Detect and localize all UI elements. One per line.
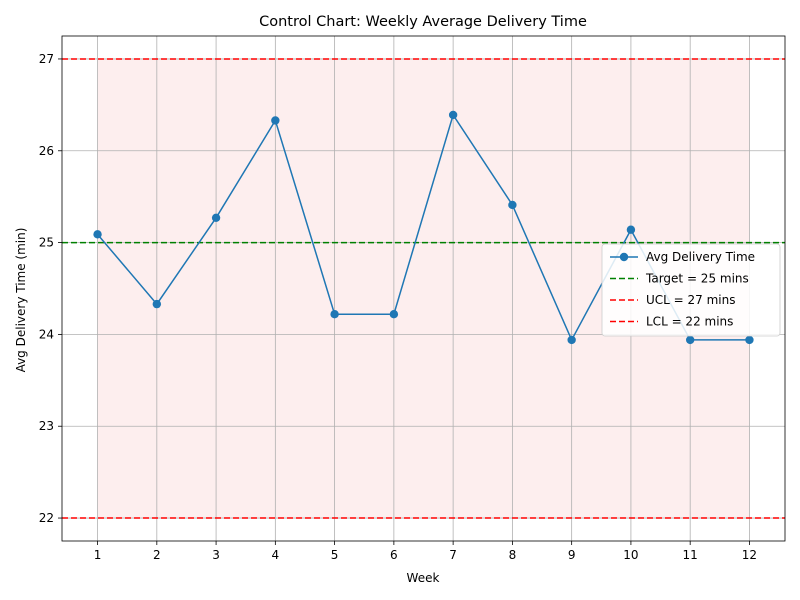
data-point [330, 310, 339, 319]
y-tick-label: 25 [39, 236, 54, 250]
x-tick-label: 9 [568, 548, 576, 562]
x-tick-label: 5 [331, 548, 339, 562]
x-tick-label: 6 [390, 548, 398, 562]
data-point [685, 335, 695, 345]
data-point [508, 200, 517, 210]
x-tick-label: 1 [94, 548, 102, 562]
legend-label: LCL = 22 mins [646, 315, 733, 329]
legend-label: Avg Delivery Time [646, 250, 755, 264]
x-tick-label: 2 [153, 548, 161, 562]
x-axis-title: Week [407, 571, 440, 585]
legend-label: UCL = 27 mins [646, 293, 736, 307]
y-tick-label: 22 [39, 511, 54, 525]
x-tick-label: 3 [212, 548, 220, 562]
y-axis-title: Avg Delivery Time (min) [14, 228, 28, 373]
x-tick-label: 12 [742, 548, 757, 562]
data-point [211, 213, 221, 222]
legend-marker [619, 252, 629, 262]
plot-frame [61, 35, 786, 542]
data-point [567, 335, 576, 345]
y-tick-label: 24 [39, 327, 54, 341]
x-tick-label: 8 [509, 548, 517, 562]
chart-title: Control Chart: Weekly Average Delivery T… [259, 14, 587, 30]
x-tick-label: 11 [683, 548, 698, 562]
y-tick-label: 26 [39, 144, 54, 158]
data-point [271, 116, 280, 125]
x-tick-label: 4 [272, 548, 280, 562]
data-point [389, 310, 399, 319]
data-point [448, 110, 458, 120]
y-tick-label: 27 [39, 52, 54, 66]
data-point [745, 335, 754, 345]
data-point [626, 225, 636, 234]
x-tick-label: 7 [449, 548, 457, 562]
legend: Avg Delivery Time Target = 25 mins UCL = 2… [601, 243, 781, 337]
data-point [93, 230, 102, 239]
x-tick-label: 10 [623, 548, 638, 562]
data-point [152, 299, 162, 309]
legend-label: Target = 25 mins [645, 272, 749, 286]
legend-box [601, 243, 781, 337]
y-tick-label: 23 [39, 419, 54, 433]
